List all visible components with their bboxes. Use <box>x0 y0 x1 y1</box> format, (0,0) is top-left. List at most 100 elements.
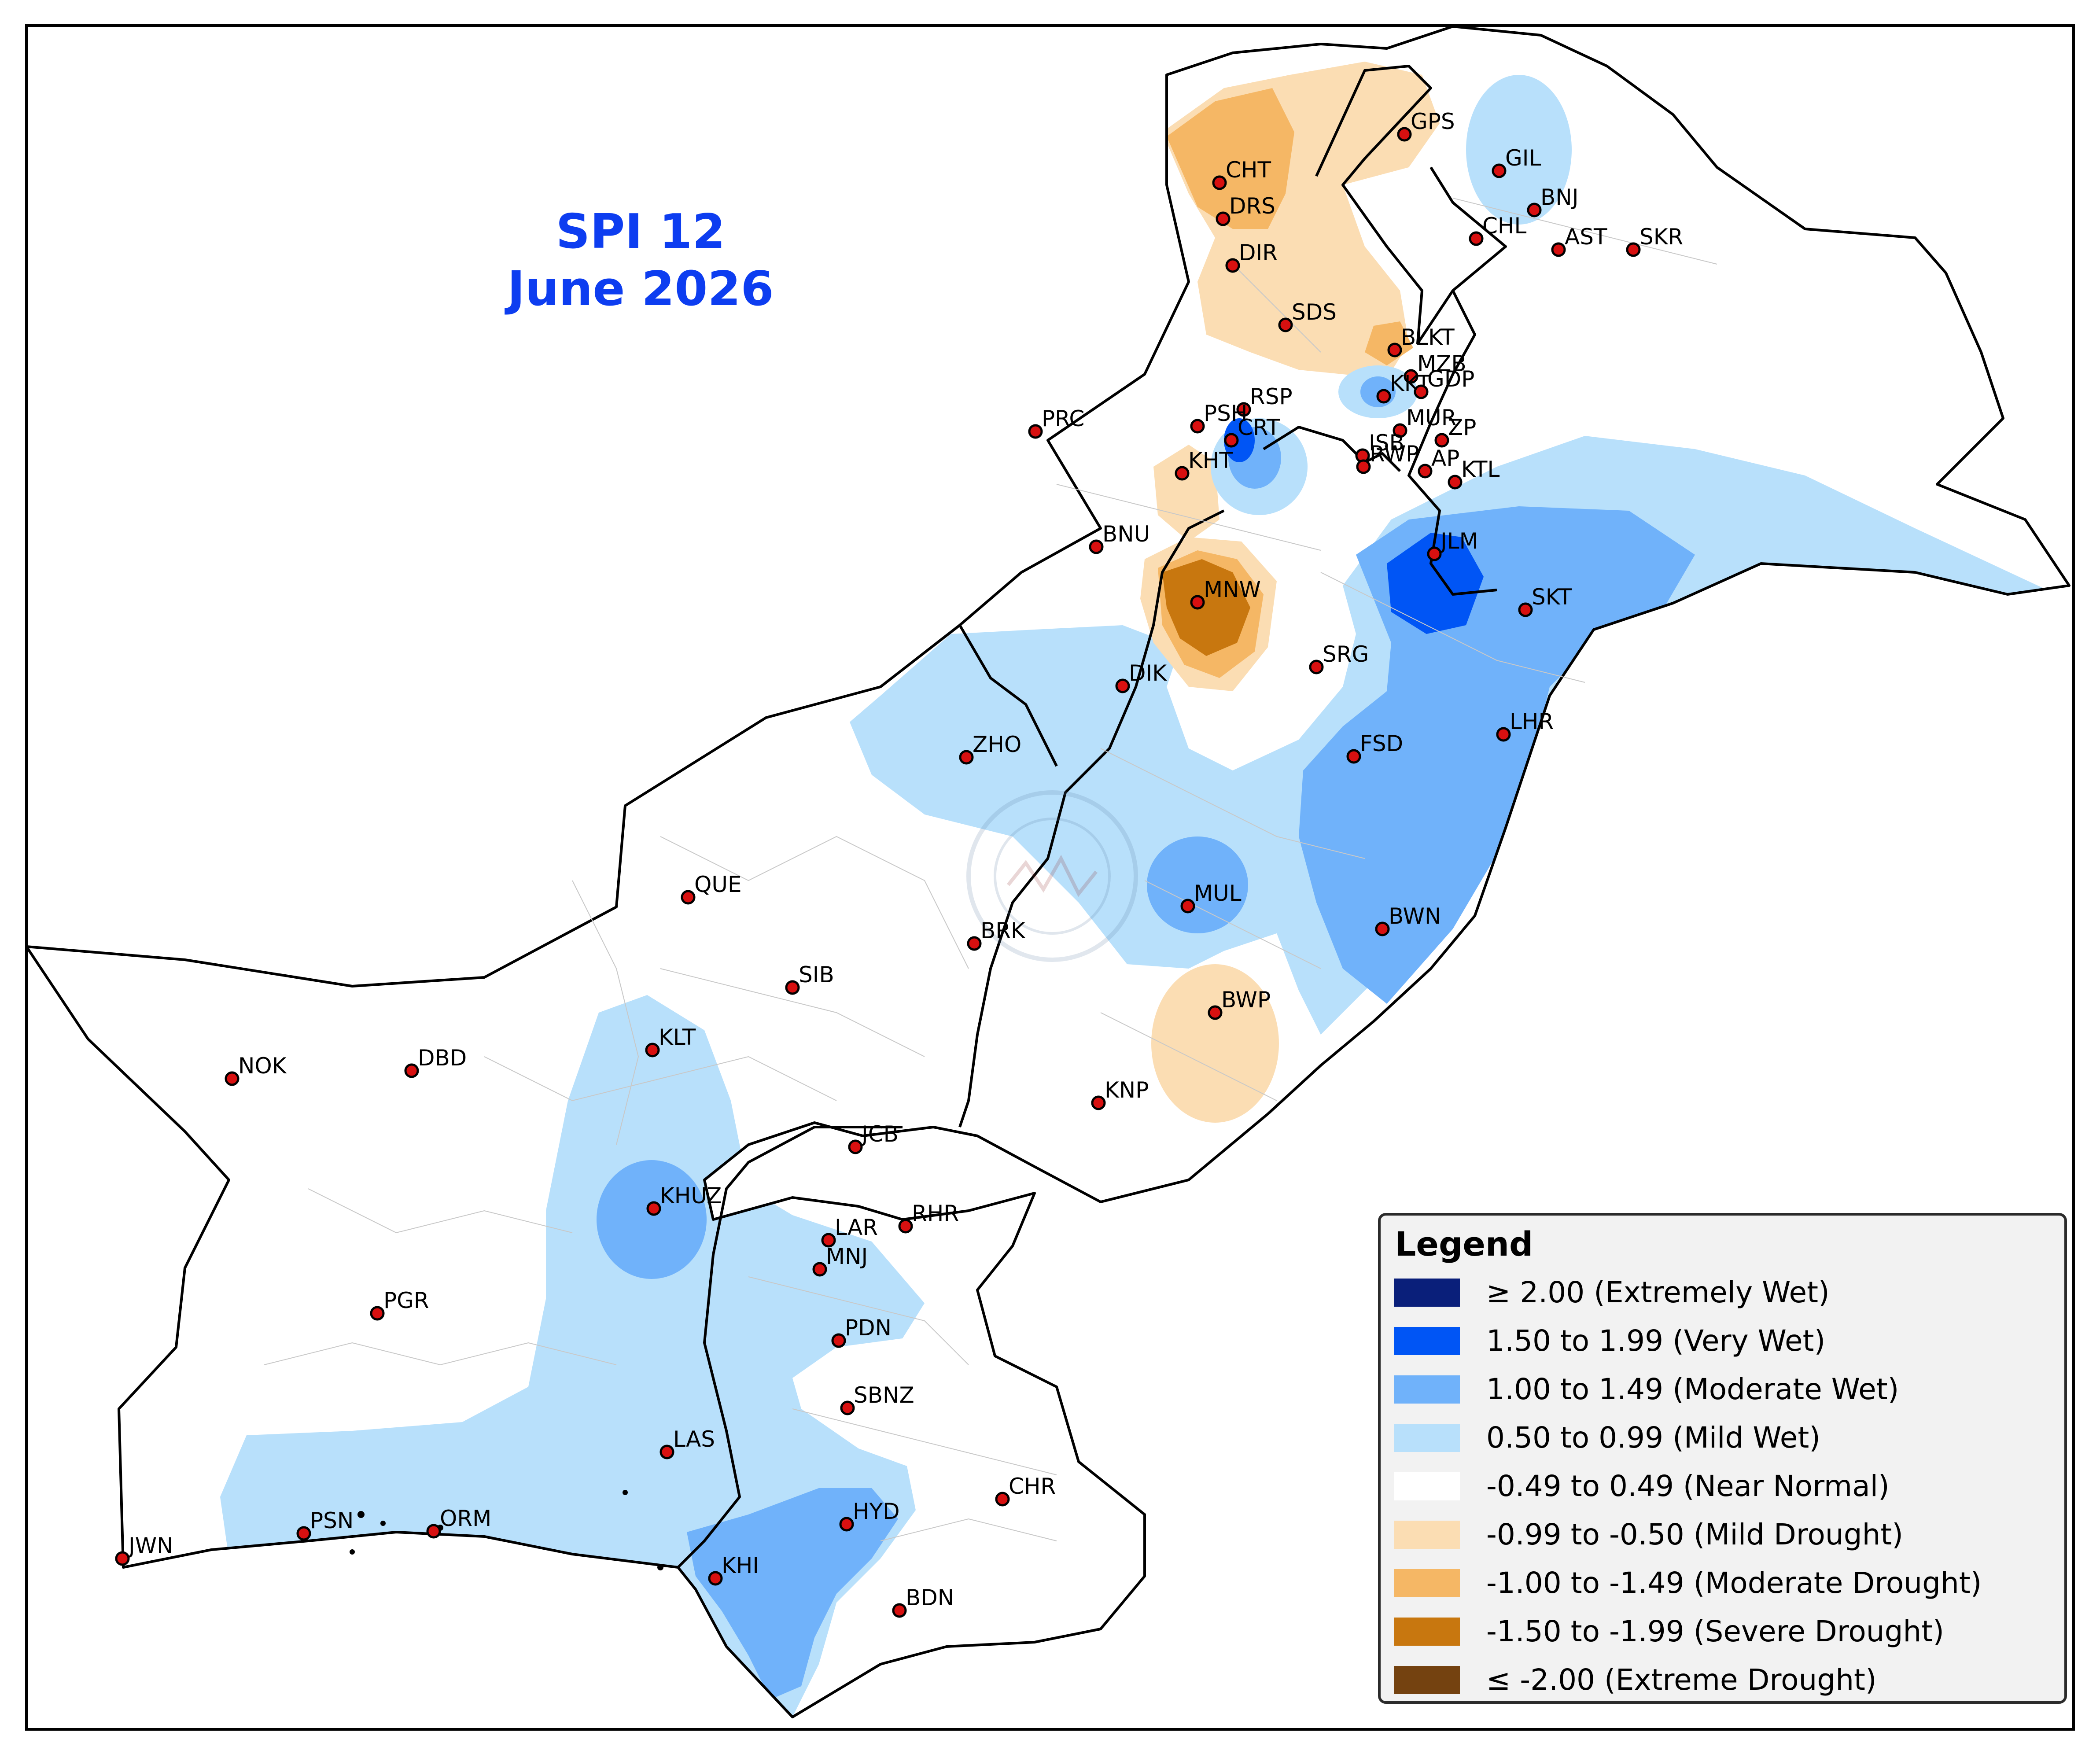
station-label: RSP <box>1250 384 1293 409</box>
station-mul: MUL <box>1180 881 1242 914</box>
legend-label: ≥ 2.00 (Extremely Wet) <box>1486 1275 1830 1309</box>
station-marker <box>1190 595 1205 610</box>
station-skt: SKT <box>1518 584 1572 617</box>
legend-label: 0.50 to 0.99 (Mild Wet) <box>1486 1421 1820 1455</box>
station-label: BNJ <box>1540 184 1578 210</box>
station-label: DIR <box>1239 240 1278 265</box>
station-klt: KLT <box>645 1024 696 1058</box>
station-psh: PSH <box>1190 401 1248 434</box>
station-label: BWP <box>1221 987 1271 1013</box>
station-bnu: BNU <box>1089 521 1150 554</box>
station-label: GPS <box>1411 109 1455 134</box>
station-marker <box>1346 749 1361 764</box>
station-label: CRT <box>1238 415 1280 440</box>
station-label: KHT <box>1188 448 1233 473</box>
station-marker <box>1216 211 1231 226</box>
station-label: DRS <box>1229 193 1275 219</box>
station-knp: KNP <box>1091 1077 1149 1110</box>
legend-label: 1.00 to 1.49 (Moderate Wet) <box>1486 1372 1899 1406</box>
station-label: PSH <box>1204 401 1248 426</box>
station-marker <box>1175 466 1190 481</box>
station-mnw: MNW <box>1190 577 1261 610</box>
station-mur: MUR <box>1393 405 1456 438</box>
legend-swatch <box>1394 1424 1460 1452</box>
borders <box>25 25 2071 1718</box>
station-sds: SDS <box>1278 299 1337 332</box>
station-rwp: RWP <box>1356 441 1419 474</box>
legend-swatch <box>1394 1472 1460 1500</box>
station-label: RWP <box>1370 441 1419 467</box>
station-label: PDN <box>845 1315 892 1341</box>
station-marker <box>831 1333 846 1348</box>
legend-swatch <box>1394 1618 1460 1646</box>
station-chl: CHL <box>1469 213 1527 246</box>
station-dbd: DBD <box>404 1045 467 1078</box>
station-label: SDS <box>1292 299 1337 325</box>
legend-swatch <box>1394 1666 1460 1694</box>
station-zp: ZP <box>1434 415 1476 448</box>
station-marker <box>1208 1005 1223 1020</box>
station-label: RHR <box>912 1201 959 1226</box>
station-hyd: HYD <box>839 1499 900 1532</box>
legend-label: -1.50 to -1.99 (Severe Drought) <box>1486 1614 1944 1648</box>
station-sbnz: SBNZ <box>840 1382 914 1415</box>
legend-swatch <box>1394 1569 1460 1597</box>
station-jlm: JLM <box>1427 528 1478 561</box>
station-label: KHUZ <box>660 1183 722 1209</box>
station-label: LAR <box>835 1215 878 1240</box>
station-crt: CRT <box>1224 415 1280 448</box>
station-orm: ORM <box>426 1506 491 1539</box>
station-rsp: RSP <box>1236 384 1293 417</box>
station-marker <box>1387 343 1402 357</box>
station-marker <box>296 1526 311 1541</box>
station-jcb: JCB <box>848 1121 899 1154</box>
station-marker <box>1236 402 1251 417</box>
station-marker <box>225 1071 239 1086</box>
station-label: MZB <box>1417 351 1466 376</box>
station-label: PSN <box>310 1508 354 1533</box>
station-prc: PRC <box>1028 406 1084 439</box>
station-sib: SIB <box>785 962 834 995</box>
legend-swatch <box>1394 1521 1460 1549</box>
station-label: LAS <box>673 1426 715 1452</box>
station-label: DBD <box>418 1045 467 1071</box>
station-marker <box>785 980 800 995</box>
station-marker <box>821 1233 836 1248</box>
legend-label: -1.00 to -1.49 (Moderate Drought) <box>1486 1566 1982 1600</box>
station-label: LHR <box>1510 709 1554 734</box>
station-label: FSD <box>1360 731 1403 756</box>
station-label: SIB <box>799 962 834 988</box>
station-marker <box>1427 546 1442 561</box>
station-cht: CHT <box>1212 157 1271 190</box>
legend-label: -0.99 to -0.50 (Mild Drought) <box>1486 1518 1904 1551</box>
station-label: CHL <box>1482 213 1527 239</box>
legend-label: 1.50 to 1.99 (Very Wet) <box>1486 1324 1826 1358</box>
station-bdn: BDN <box>892 1585 954 1618</box>
station-marker <box>1404 369 1418 384</box>
station-label: DIK <box>1129 660 1167 686</box>
station-marker <box>1028 424 1043 439</box>
station-label: BDN <box>906 1585 954 1610</box>
watermark-seal <box>966 790 1138 962</box>
station-skr: SKR <box>1626 224 1683 257</box>
station-srg: SRG <box>1309 641 1369 674</box>
station-jwn: JWN <box>115 1533 173 1566</box>
station-lar: LAR <box>821 1215 878 1248</box>
station-label: KTL <box>1461 457 1499 482</box>
station-marker <box>1190 419 1205 434</box>
station-mnj: MNJ <box>812 1244 868 1277</box>
station-label: SKR <box>1639 224 1683 250</box>
station-marker <box>1376 389 1391 404</box>
station-label: PGR <box>383 1288 429 1313</box>
station-marker <box>995 1492 1010 1507</box>
station-marker <box>115 1551 130 1566</box>
legend-swatch <box>1394 1279 1460 1307</box>
station-marker <box>812 1262 827 1277</box>
station-dir: DIR <box>1225 240 1278 273</box>
map-title-line1: SPI 12 <box>556 204 726 259</box>
station-label: ISB <box>1369 430 1404 456</box>
station-marker <box>1212 175 1227 190</box>
station-label: BRK <box>980 918 1026 943</box>
